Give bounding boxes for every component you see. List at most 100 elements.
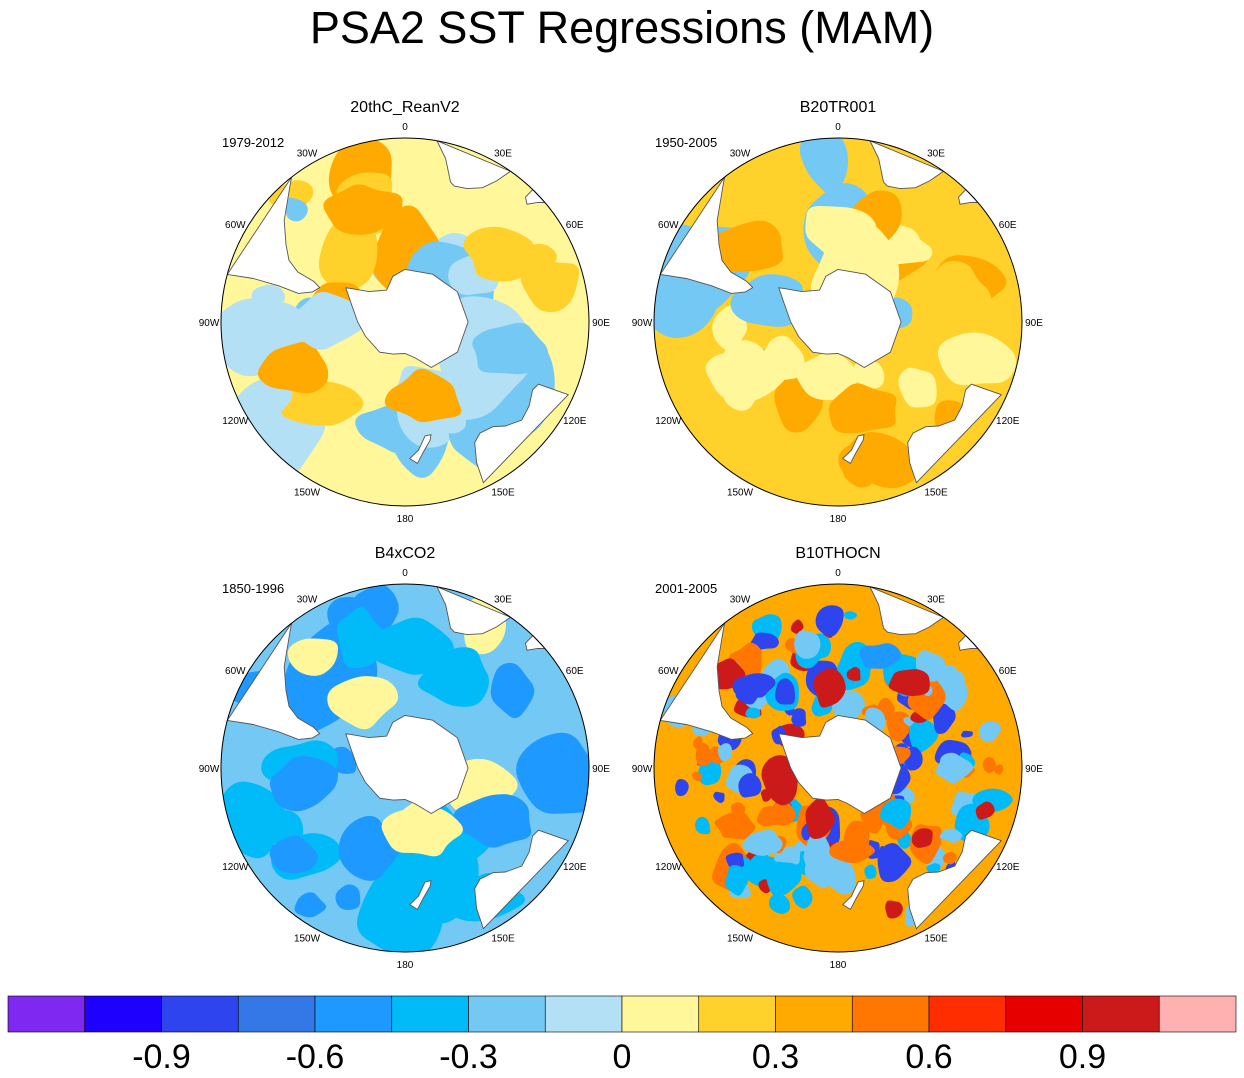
contour-patch: [932, 703, 956, 735]
contour-patch: [745, 707, 761, 719]
land-newZealand: [842, 880, 865, 911]
panel-title: B4xCO2: [375, 545, 436, 562]
contour-patch: [768, 893, 791, 915]
colorbar-tick-label: -0.6: [286, 1038, 345, 1076]
lon-label: 150E: [924, 934, 948, 945]
anomaly-core: [277, 355, 310, 379]
land-newZealand: [409, 880, 432, 911]
anomaly-core: [728, 232, 766, 257]
contour-patch: [864, 864, 877, 879]
land-antarctica: [345, 714, 469, 815]
lon-label: 60W: [225, 220, 246, 231]
lon-label: 30W: [297, 148, 318, 159]
land-africa: [436, 139, 512, 190]
lon-label: 90W: [199, 318, 220, 329]
contour-patch: [805, 797, 835, 840]
contour-patch: [717, 743, 733, 761]
panel-title: B20TR001: [800, 99, 877, 116]
contour-patch: [975, 801, 995, 820]
contour-patch: [743, 660, 760, 678]
figure-title: PSA2 SST Regressions (MAM): [309, 2, 935, 53]
land-africa: [869, 585, 945, 636]
anomaly-region: [742, 829, 783, 856]
contour-patch: [815, 605, 844, 637]
panel-period: 1950-2005: [655, 135, 717, 150]
lon-label: 60W: [658, 666, 679, 677]
landmask: [226, 139, 570, 484]
anomaly-region: [935, 752, 974, 784]
contour-patch: [369, 617, 454, 675]
contour-patch: [774, 678, 796, 705]
land-antarctica: [345, 268, 469, 369]
landmask: [226, 585, 570, 930]
landmask: [659, 585, 1003, 930]
lon-label: 60E: [566, 666, 584, 677]
contour-patch: [794, 630, 821, 659]
lon-label: 60E: [999, 666, 1017, 677]
map-boundary: [220, 137, 590, 507]
colorbar-box: [314, 995, 393, 1033]
contour-patch: [791, 708, 807, 727]
contour-patch: [725, 852, 745, 869]
map-boundary: [220, 583, 590, 953]
lon-label: 150W: [294, 934, 321, 945]
contour-patch: [695, 816, 711, 835]
colorbar-box: [851, 995, 930, 1033]
contour-patch: [939, 828, 963, 843]
map-boundary: [653, 583, 1023, 953]
contour-patch: [269, 835, 318, 874]
contour-patch: [691, 771, 703, 782]
map-panel-2: 0 30E 60E 90E 120E 150E 180 150W 120W 90W 60W 30W B2…: [632, 99, 1044, 525]
land-australia: [474, 829, 570, 930]
lon-label: 90E: [1025, 764, 1043, 775]
contour-patch: [880, 798, 912, 830]
colorbar-box: [237, 995, 316, 1033]
lon-label: 120E: [563, 862, 587, 873]
lon-label: 60E: [566, 220, 584, 231]
anomaly-region: [714, 811, 756, 840]
lon-label: 30W: [730, 148, 751, 159]
anomaly-region: [858, 643, 902, 669]
lon-label: 60W: [658, 220, 679, 231]
colorbar-box: [928, 995, 1007, 1033]
contour-patch: [765, 861, 802, 897]
land-newZealand: [409, 434, 432, 465]
lon-label: 120W: [222, 862, 249, 873]
lon-label: 90E: [1025, 318, 1043, 329]
lon-label: 150E: [491, 934, 515, 945]
lon-label: 0: [835, 568, 841, 579]
contour-patch: [926, 863, 941, 874]
anomaly-region: [705, 349, 786, 404]
anomaly-region: [915, 260, 992, 315]
lon-label: 120W: [222, 416, 249, 427]
land-australia: [474, 383, 570, 484]
lon-label: 30E: [494, 148, 512, 159]
anomaly-region: [288, 291, 370, 350]
contour-patch: [713, 791, 725, 804]
lon-label: 90W: [632, 318, 653, 329]
lon-label: 90E: [592, 318, 610, 329]
contour-patch: [813, 668, 846, 708]
anomaly-region: [888, 669, 930, 697]
land-southAmerica: [226, 622, 321, 740]
contour-patch: [327, 676, 399, 730]
contour-patch: [993, 764, 1004, 775]
anomaly-region: [829, 840, 875, 864]
colorbar-tick-label: 0.3: [752, 1038, 799, 1076]
lon-label: 60W: [225, 666, 246, 677]
contour-patch: [879, 846, 888, 856]
contour-patch: [898, 367, 937, 408]
lon-label: 180: [830, 960, 847, 971]
contour-patch: [886, 235, 933, 265]
colorbar-box: [775, 995, 853, 1033]
anomaly-region: [453, 794, 532, 848]
colorbar-tick-label: 0.6: [905, 1038, 952, 1076]
colorbar-box: [1082, 995, 1160, 1033]
contour-patch: [843, 611, 858, 620]
contour-patch: [675, 778, 689, 797]
map-boundary: [653, 137, 1023, 507]
land-africa: [869, 139, 945, 190]
panel-period: 1850-1996: [222, 581, 284, 596]
colorbar-box: [1005, 995, 1083, 1033]
lon-label: 90E: [592, 764, 610, 775]
